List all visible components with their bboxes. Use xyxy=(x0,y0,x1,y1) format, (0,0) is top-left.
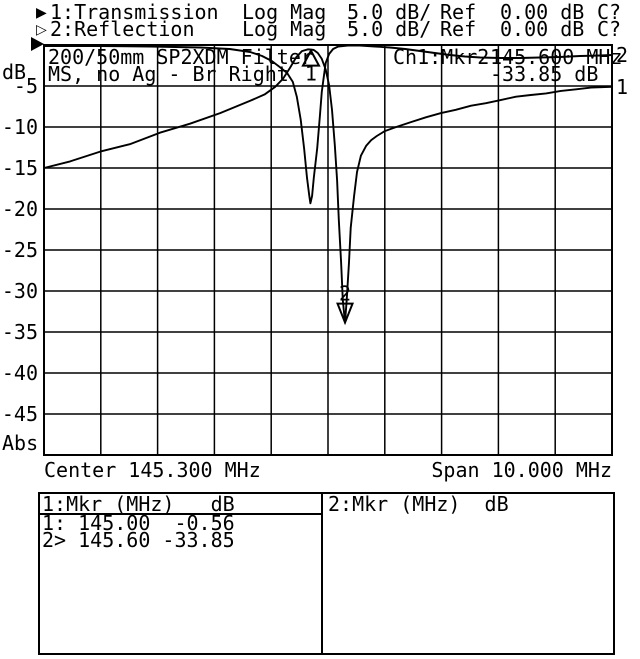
chart-subtitle: MS, no Ag - Br Right xyxy=(48,62,289,86)
readout-channel-marker: Ch1:Mkr2 xyxy=(393,45,490,69)
chart-title: 200/50mm SP2XDM Filter xyxy=(48,45,313,69)
trace1-ref-value: 0.00 dB xyxy=(500,0,585,24)
y-tick-label: -25 xyxy=(2,238,38,262)
trace2-label: 2:Reflection xyxy=(50,17,195,41)
trace1-scale: 5.0 dB/ xyxy=(347,0,432,24)
trace-1-transmission xyxy=(43,48,613,324)
marker-1-number: 1 xyxy=(305,62,317,86)
y-tick-label: -10 xyxy=(2,115,38,139)
trace-1-end-label: 1 xyxy=(616,75,628,99)
x-axis-span-label: Span 10.000 MHz xyxy=(431,458,612,482)
trace1-label: 1:Transmission xyxy=(50,0,219,24)
y-tick-label: -30 xyxy=(2,279,38,303)
graticule-border xyxy=(43,44,613,456)
marker-2-triangle-down-icon xyxy=(336,302,355,326)
readout-amplitude: -33.85 dB xyxy=(490,62,599,86)
y-tick-label: -15 xyxy=(2,156,38,180)
x-axis-center-label: Center 145.300 MHz xyxy=(44,458,261,482)
trace2-cal-status: C? xyxy=(597,17,622,41)
y-tick-label: -40 xyxy=(2,361,38,385)
trace1-cal-status: C? xyxy=(597,0,622,24)
y-tick-label: -20 xyxy=(2,197,38,221)
trace1-ref-label: Ref xyxy=(440,0,477,24)
trace2-scale: 5.0 dB/ xyxy=(347,17,432,41)
ref-level-arrow-icon xyxy=(31,37,44,51)
marker-table-divider xyxy=(321,494,323,653)
y-axis-unit-label: dB xyxy=(2,60,26,84)
marker-table-header-underline xyxy=(40,513,323,515)
marker-table-row-1: 1: 145.00 -0.56 xyxy=(42,511,235,535)
trace2-ref-value: 0.00 dB xyxy=(500,17,585,41)
trace-2-reflection xyxy=(43,44,613,205)
active-trace-marker-icon: ▶ xyxy=(36,5,47,21)
y-axis-ref-type-label: Abs xyxy=(2,431,38,455)
marker-table-left-header: 1:Mkr (MHz) dB xyxy=(42,492,235,516)
marker-table-right-header: 2:Mkr (MHz) dB xyxy=(328,492,509,516)
marker-2-number: 2 xyxy=(339,282,351,306)
marker-table: 1:Mkr (MHz) dB 2:Mkr (MHz) dB 1: 145.00 … xyxy=(38,492,615,655)
trace2-format: Log Mag xyxy=(242,17,327,41)
readout-frequency: 145.600 MHz xyxy=(490,45,623,69)
y-tick-label: -35 xyxy=(2,320,38,344)
marker-1-triangle-up-icon xyxy=(301,48,321,67)
inactive-trace-marker-icon: ▷ xyxy=(36,22,47,38)
trace2-ref-label: Ref xyxy=(440,17,477,41)
marker-table-row-2: 2> 145.60 -33.85 xyxy=(42,528,235,552)
y-tick-label: -45 xyxy=(2,402,38,426)
trace1-format: Log Mag xyxy=(242,0,327,24)
trace-2-end-label: 2 xyxy=(616,43,628,67)
y-tick-label: -5 xyxy=(14,74,38,98)
